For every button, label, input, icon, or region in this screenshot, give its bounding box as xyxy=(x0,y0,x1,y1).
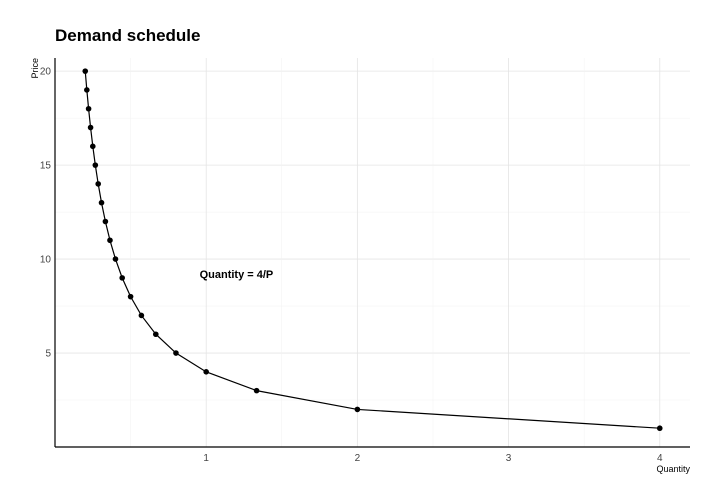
data-point xyxy=(85,105,92,112)
data-point xyxy=(98,199,105,206)
x-tick-label: 3 xyxy=(506,453,512,464)
demand-curve-line xyxy=(84,71,660,429)
data-point xyxy=(253,387,260,394)
curve-annotation: Quantity = 4/P xyxy=(200,269,274,281)
data-point xyxy=(656,425,663,432)
data-point xyxy=(84,87,90,93)
x-tick-label: 2 xyxy=(355,453,361,464)
tick-labels: 1 2 3 4 5 10 15 20 xyxy=(40,67,663,464)
data-point xyxy=(173,350,179,356)
data-point xyxy=(89,143,96,150)
data-point xyxy=(92,162,99,168)
data-point xyxy=(95,181,101,187)
data-point xyxy=(107,237,113,244)
data-point xyxy=(102,218,109,225)
grid-lines xyxy=(55,58,690,447)
chart-title: Demand schedule xyxy=(55,26,201,45)
data-point xyxy=(203,369,209,375)
data-point xyxy=(354,406,361,413)
y-tick-label: 20 xyxy=(40,67,52,78)
y-tick-label: 15 xyxy=(40,161,52,172)
data-point xyxy=(82,68,89,74)
data-point xyxy=(127,293,134,300)
data-point xyxy=(119,275,125,281)
x-axis-title: Quantity xyxy=(656,464,690,474)
axes xyxy=(54,58,690,448)
y-axis-title: Price xyxy=(30,58,40,79)
series-layer xyxy=(82,68,663,432)
data-point xyxy=(152,331,159,338)
y-tick-label: 5 xyxy=(45,349,51,360)
data-point xyxy=(138,312,145,319)
y-tick-label: 10 xyxy=(40,255,52,266)
x-tick-label: 1 xyxy=(203,453,209,464)
data-point xyxy=(112,256,119,262)
data-point xyxy=(87,124,94,131)
x-tick-label: 4 xyxy=(657,453,663,464)
